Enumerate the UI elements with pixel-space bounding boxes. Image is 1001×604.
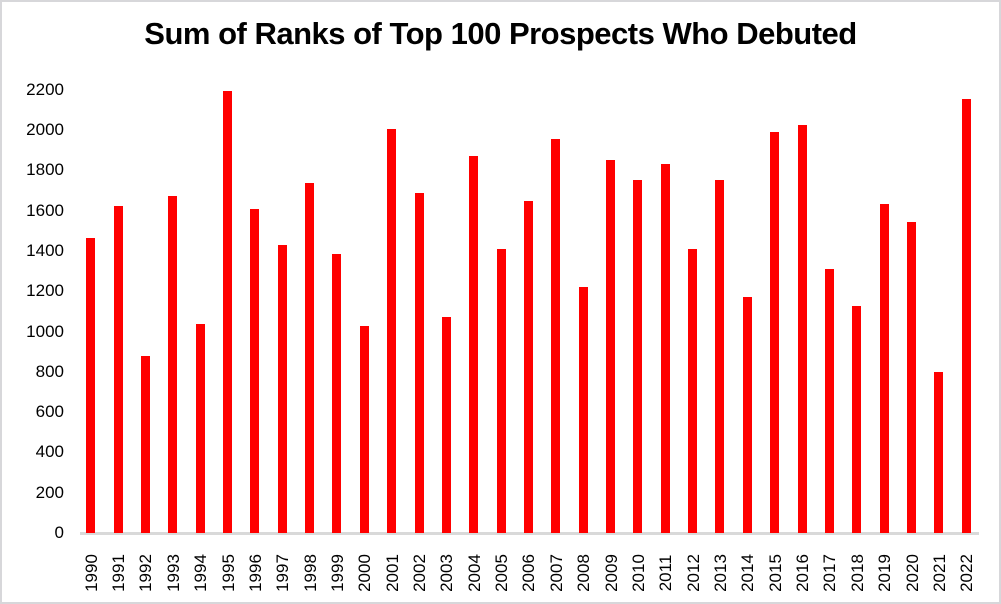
bar-2013 [715, 180, 725, 533]
bar-1999 [332, 254, 342, 533]
bar-1992 [140, 356, 150, 533]
x-tick-label-1994: 1994 [191, 554, 211, 592]
bar-1993 [168, 196, 178, 533]
x-tick-label-2021: 2021 [929, 554, 949, 592]
x-tick-label-2003: 2003 [437, 554, 457, 592]
y-tick-label-1200: 1200 [26, 281, 64, 301]
bar-1994 [195, 324, 205, 533]
x-tick-label-2013: 2013 [710, 554, 730, 592]
x-tick-label-2019: 2019 [875, 554, 895, 592]
y-tick-label-0: 0 [54, 523, 64, 542]
bar-2008 [578, 287, 588, 533]
x-tick-label-2012: 2012 [683, 554, 703, 592]
bar-1998 [305, 183, 315, 533]
x-tick-label-1995: 1995 [218, 554, 238, 592]
bar-2004 [469, 156, 479, 533]
x-tick-label-2009: 2009 [601, 554, 621, 592]
x-tick-label-1990: 1990 [81, 554, 101, 592]
x-tick-label-2018: 2018 [847, 554, 867, 592]
y-tick-label-2000: 2000 [26, 120, 64, 139]
bar-1997 [277, 245, 287, 533]
bar-2018 [852, 306, 862, 533]
x-tick-label-2015: 2015 [765, 554, 785, 592]
x-tick-label-1997: 1997 [273, 554, 293, 592]
x-tick-label-2014: 2014 [738, 554, 758, 592]
x-tick-label-2004: 2004 [464, 554, 484, 592]
x-tick-label-2011: 2011 [656, 554, 676, 592]
bar-2005 [496, 249, 506, 533]
bar-2012 [688, 249, 698, 533]
x-tick-label-1992: 1992 [136, 554, 156, 592]
bar-2020 [907, 222, 916, 533]
bar-2000 [359, 326, 369, 533]
x-tick-label-1991: 1991 [109, 554, 129, 592]
bar-2022 [961, 99, 971, 533]
bar-2010 [633, 180, 643, 533]
x-tick-label-2017: 2017 [820, 554, 840, 592]
x-tick-label-2000: 2000 [355, 554, 375, 592]
y-tick-label-1600: 1600 [26, 200, 64, 220]
x-tick-label-2002: 2002 [410, 554, 430, 592]
x-axis-line [80, 531, 979, 535]
bar-2019 [879, 204, 889, 533]
x-tick-label-1996: 1996 [245, 554, 265, 592]
x-tick-label-1998: 1998 [300, 554, 320, 592]
bar-2007 [551, 139, 561, 533]
x-tick-label-2006: 2006 [519, 554, 539, 592]
x-tick-label-2022: 2022 [957, 554, 977, 592]
y-tick-label-800: 800 [35, 361, 64, 381]
bar-2014 [742, 297, 752, 533]
bar-1990 [86, 238, 96, 533]
bar-2015 [770, 132, 780, 533]
bar-2001 [387, 129, 397, 533]
x-tick-label-1993: 1993 [163, 554, 183, 592]
bar-2002 [414, 193, 424, 533]
bar-2009 [606, 160, 616, 533]
x-tick-label-1999: 1999 [327, 554, 347, 592]
x-tick-label-2005: 2005 [492, 554, 512, 592]
x-tick-label-2008: 2008 [574, 554, 594, 592]
x-tick-label-2020: 2020 [902, 554, 922, 592]
y-tick-label-2200: 2200 [26, 79, 64, 99]
y-tick-label-1800: 1800 [26, 160, 64, 180]
x-tick-label-2007: 2007 [546, 554, 566, 592]
x-tick-label-2001: 2001 [382, 554, 402, 592]
y-tick-label-1000: 1000 [26, 321, 64, 341]
bar-2011 [660, 164, 670, 533]
bar-1996 [250, 209, 260, 533]
bar-2017 [824, 269, 834, 533]
bar-2006 [523, 201, 533, 533]
x-tick-label-2010: 2010 [628, 554, 648, 592]
bar-2003 [441, 317, 451, 533]
bar-1991 [113, 206, 123, 533]
bar-1995 [223, 91, 232, 533]
y-tick-label-200: 200 [35, 482, 64, 502]
bar-2016 [797, 125, 807, 533]
bar-2021 [934, 372, 944, 533]
y-tick-label-1400: 1400 [26, 240, 64, 260]
chart-title: Sum of Ranks of Top 100 Prospects Who De… [144, 16, 857, 51]
x-tick-label-2016: 2016 [793, 554, 813, 592]
y-tick-label-600: 600 [35, 402, 64, 422]
y-tick-label-400: 400 [35, 442, 64, 462]
